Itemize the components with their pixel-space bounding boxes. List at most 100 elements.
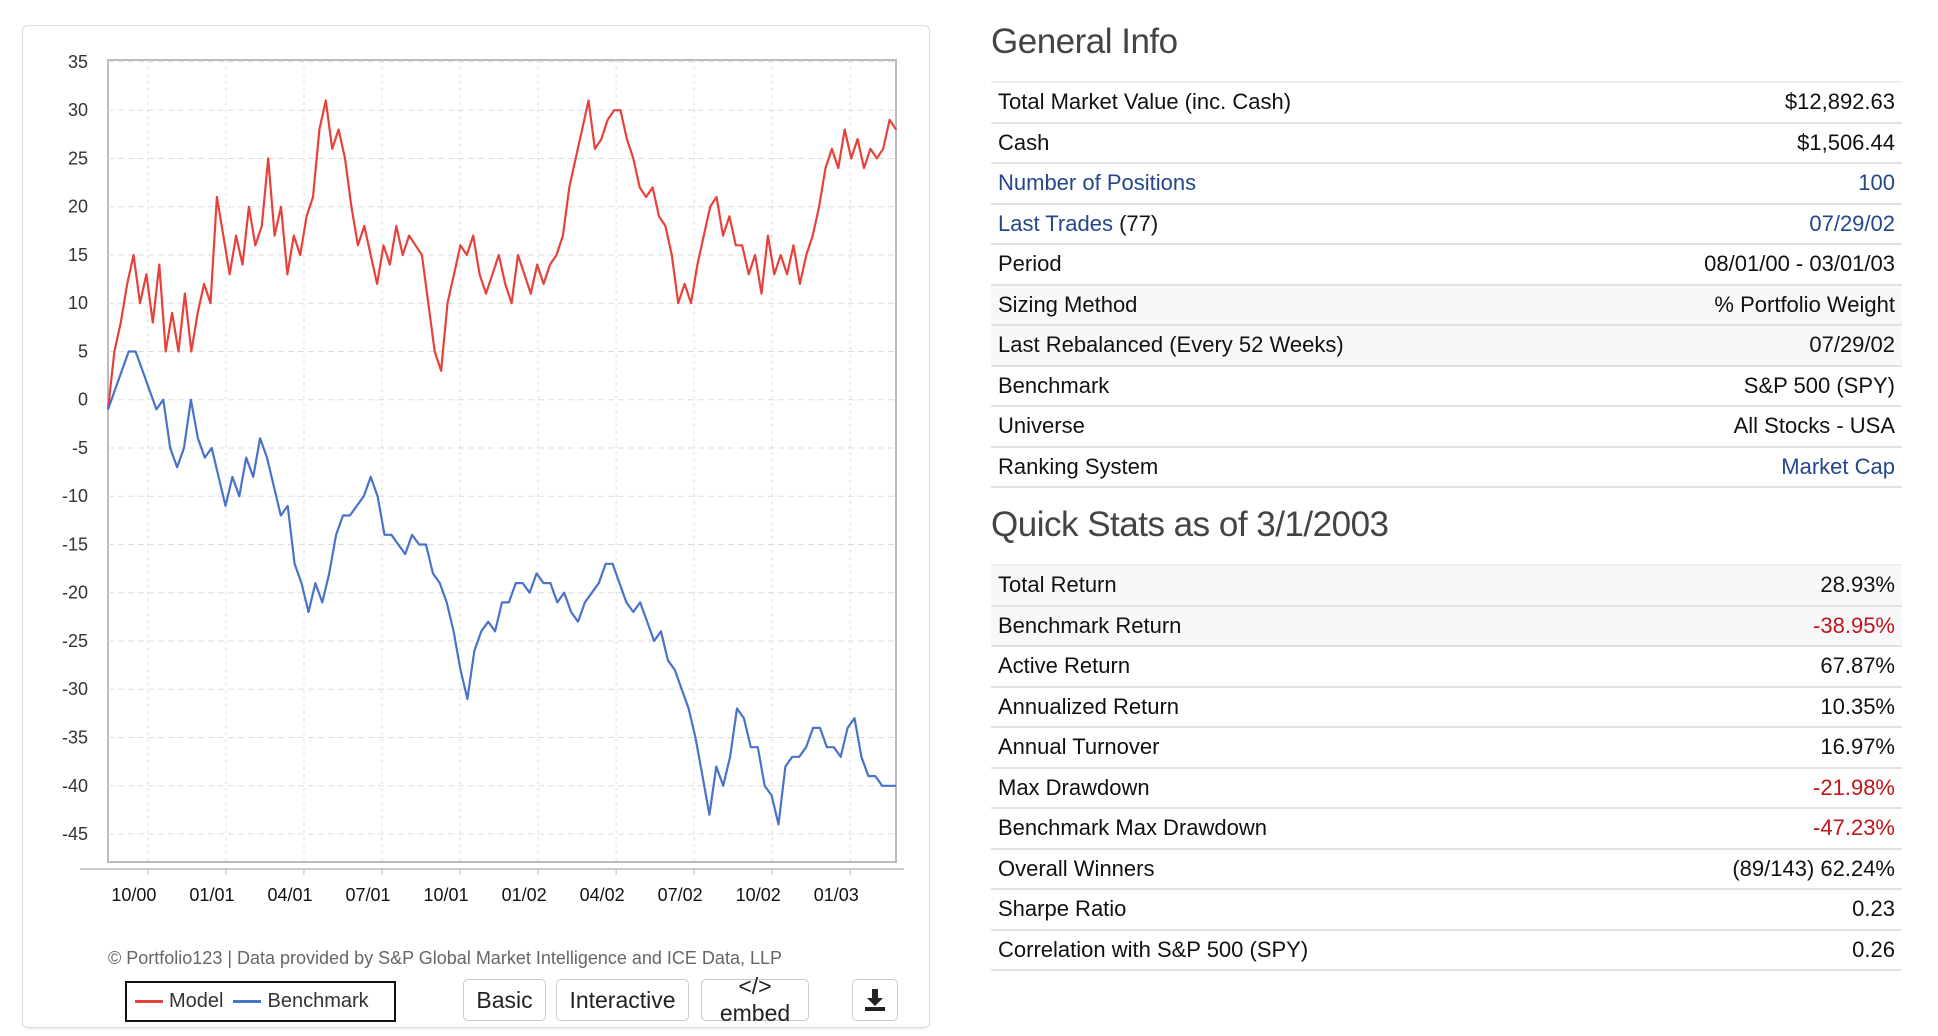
row-label: Ranking System	[998, 453, 1159, 479]
table-row: Benchmark Max Drawdown -47.23%	[991, 809, 1902, 850]
chart-legend: Model Benchmark	[125, 981, 396, 1022]
y-tick-label: 20	[68, 197, 88, 217]
row-label: Benchmark Return	[998, 612, 1182, 638]
row-value: 0.26	[1852, 936, 1895, 962]
series-line-benchmark	[106, 350, 896, 826]
row-label: Benchmark	[998, 372, 1110, 398]
row-value: 28.93%	[1820, 572, 1895, 598]
x-tick-label: 01/02	[502, 885, 547, 905]
table-row: Benchmark Return -38.95%	[991, 606, 1902, 647]
table-row: Number of Positions 100	[991, 164, 1902, 205]
chart-copyright: © Portfolio123 | Data provided by S&P Gl…	[108, 948, 782, 968]
row-value: All Stocks - USA	[1733, 413, 1895, 439]
y-tick-label: 30	[68, 100, 88, 120]
row-value: -38.95%	[1813, 612, 1895, 638]
table-row: Benchmark S&P 500 (SPY)	[991, 367, 1902, 407]
row-label: Correlation with S&P 500 (SPY)	[998, 936, 1309, 962]
row-label: Overall Winners	[998, 855, 1155, 881]
x-tick-label: 04/01	[267, 885, 312, 905]
benchmark-swatch	[233, 1000, 262, 1003]
y-tick-label: -25	[62, 631, 88, 651]
y-tick-label: -40	[62, 776, 88, 796]
row-label[interactable]: Last Trades	[998, 210, 1113, 236]
y-tick-label: 15	[68, 245, 88, 265]
y-tick-label: -45	[62, 824, 88, 844]
model-swatch	[135, 1000, 163, 1003]
y-tick-label: -30	[62, 679, 88, 699]
table-row: Annual Turnover 16.97%	[991, 728, 1902, 769]
row-value[interactable]: Market Cap	[1781, 453, 1895, 479]
legend-model: Model	[169, 990, 224, 1012]
table-row: Ranking System Market Cap	[991, 448, 1902, 488]
y-tick-label: 10	[68, 293, 88, 313]
legend-benchmark: Benchmark	[267, 990, 369, 1012]
general-info-title: General Info	[991, 22, 1178, 61]
row-value: (89/143) 62.24%	[1732, 855, 1895, 881]
x-tick-label: 07/02	[658, 885, 703, 905]
row-label: Total Market Value (inc. Cash)	[998, 89, 1292, 115]
row-value: $12,892.63	[1784, 89, 1895, 115]
y-tick-label: -5	[72, 438, 88, 458]
row-value: 08/01/00 - 03/01/03	[1704, 251, 1895, 277]
row-value: 16.97%	[1820, 734, 1895, 760]
embed-button[interactable]: </> embed	[701, 973, 809, 1026]
x-tick-label: 10/01	[424, 885, 469, 905]
y-tick-label: 0	[78, 390, 88, 410]
interactive-button[interactable]: Interactive	[556, 979, 689, 1021]
y-tick-label: 35	[68, 52, 88, 72]
table-row: Max Drawdown -21.98%	[991, 769, 1902, 809]
row-label: Total Return	[998, 572, 1117, 598]
table-row: Cash $1,506.44	[991, 124, 1902, 164]
row-label-count: (77)	[1112, 210, 1159, 236]
row-label: Annual Turnover	[998, 734, 1160, 760]
table-row: Overall Winners (89/143) 62.24%	[991, 850, 1902, 890]
table-row: Sharpe Ratio 0.23	[991, 890, 1902, 931]
row-label: Max Drawdown	[998, 774, 1150, 800]
quick-stats-table: Total Return 28.93% Benchmark Return -38.95…	[991, 564, 1902, 971]
row-label: Active Return	[998, 653, 1131, 679]
y-tick-label: -10	[62, 486, 88, 506]
y-tick-label: 25	[68, 148, 88, 168]
row-value[interactable]: 100	[1858, 170, 1895, 196]
general-info-table: Total Market Value (inc. Cash) $12,892.63…	[991, 81, 1902, 488]
table-row: Total Return 28.93%	[991, 566, 1902, 607]
row-value: -21.98%	[1813, 774, 1895, 800]
row-label: Universe	[998, 413, 1085, 439]
quick-stats-title: Quick Stats as of 3/1/2003	[991, 505, 1389, 544]
y-tick-label: 5	[78, 341, 88, 361]
x-tick-label: 07/01	[345, 885, 390, 905]
table-row: Annualized Return 10.35%	[991, 688, 1902, 728]
chart-panel: 35 30 25 20 15 10 5 0 -5 -10 -15 -20 -25 -30 -35 -40 -45…	[22, 25, 930, 1028]
table-row: Sizing Method % Portfolio Weight	[991, 285, 1902, 326]
download-button[interactable]	[852, 979, 898, 1021]
table-row: Last Rebalanced (Every 52 Weeks) 07/29/02	[991, 326, 1902, 367]
download-icon	[865, 989, 885, 1011]
row-label: Period	[998, 251, 1062, 277]
performance-chart: 35 30 25 20 15 10 5 0 -5 -10 -15 -20 -25 -30 -35 -40 -45…	[62, 52, 904, 905]
x-tick-label: 01/01	[189, 885, 234, 905]
row-value: % Portfolio Weight	[1714, 291, 1895, 317]
row-label: Last Rebalanced (Every 52 Weeks)	[998, 332, 1344, 358]
table-row: Total Market Value (inc. Cash) $12,892.63	[991, 83, 1902, 124]
x-tick-label: 04/02	[580, 885, 625, 905]
y-tick-label: -35	[62, 728, 88, 748]
table-row: Correlation with S&P 500 (SPY) 0.26	[991, 931, 1902, 971]
x-tick-label: 01/03	[814, 885, 859, 905]
row-label[interactable]: Number of Positions	[998, 170, 1197, 196]
row-value[interactable]: 07/29/02	[1809, 210, 1895, 236]
plot-area	[107, 59, 897, 863]
table-row: Universe All Stocks - USA	[991, 407, 1902, 448]
basic-button[interactable]: Basic	[463, 979, 546, 1021]
x-tick-label: 10/02	[736, 885, 781, 905]
row-label: Sizing Method	[998, 291, 1138, 317]
row-label: Cash	[998, 129, 1050, 155]
table-row: Period 08/01/00 - 03/01/03	[991, 245, 1902, 286]
row-value: 10.35%	[1820, 693, 1895, 719]
y-tick-label: -20	[62, 583, 88, 603]
row-value: 07/29/02	[1809, 332, 1895, 358]
row-label: Sharpe Ratio	[998, 896, 1127, 922]
row-value: -47.23%	[1813, 815, 1895, 841]
row-value: $1,506.44	[1797, 129, 1895, 155]
series-line-model	[106, 99, 897, 410]
row-value: S&P 500 (SPY)	[1743, 372, 1895, 398]
